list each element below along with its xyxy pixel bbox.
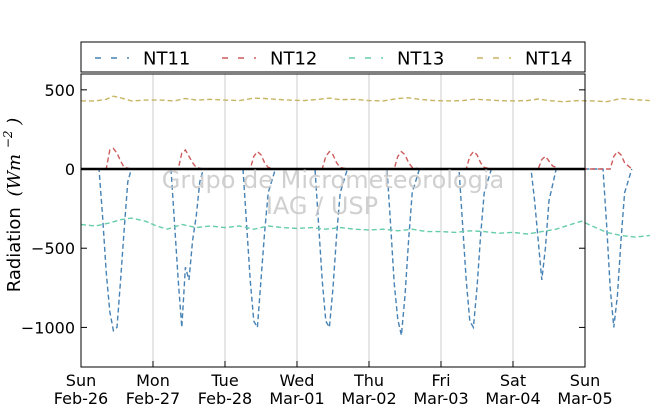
plot-frame [80, 73, 586, 368]
x-tick-weekday: Wed [280, 371, 315, 390]
x-tick-weekday: Fri [431, 371, 450, 390]
x-tick-date: Mar-05 [557, 389, 612, 408]
x-tick-weekday: Tue [210, 371, 238, 390]
legend: NT11 NT12 NT13 NT14 [80, 41, 586, 73]
series-line-nt11 [81, 168, 633, 336]
x-tick-date: Mar-04 [485, 389, 540, 408]
y-axis-ticks: 500 0 −500 −1000 [21, 81, 585, 337]
legend-frame [80, 41, 586, 73]
series-line-nt14 [81, 95, 650, 103]
legend-label: NT13 [397, 49, 444, 70]
watermark-line-2: IAG / USP [266, 192, 378, 220]
watermark-line-1: Grupo de Micrometeorologia [162, 166, 504, 194]
x-tick-date: Feb-28 [198, 389, 252, 408]
legend-item-nt11: NT11 [95, 49, 190, 70]
watermark: Grupo de Micrometeorologia IAG / USP [162, 166, 504, 220]
x-tick-date: Mar-02 [341, 389, 396, 408]
legend-label: NT12 [270, 49, 317, 70]
x-tick-weekday: Sat [500, 371, 526, 390]
vertical-grid [152, 74, 514, 367]
x-tick-date: Feb-26 [54, 389, 108, 408]
y-tick-label: 500 [44, 81, 75, 100]
series-line-nt13 [80, 217, 650, 238]
x-tick-weekday: Mon [136, 371, 170, 390]
x-axis-ticks: SunFeb-26MonFeb-27TueFeb-28WedMar-01ThuM… [54, 361, 613, 408]
y-tick-label: −500 [31, 239, 75, 258]
legend-label: NT11 [143, 49, 190, 70]
x-tick-weekday: Sun [570, 371, 600, 390]
x-tick-date: Feb-27 [126, 389, 180, 408]
x-tick-weekday: Thu [353, 371, 384, 390]
x-tick-date: Mar-03 [413, 389, 468, 408]
legend-label: NT14 [525, 49, 572, 70]
legend-item-nt12: NT12 [222, 49, 317, 70]
x-tick-weekday: Sun [66, 371, 96, 390]
x-tick-date: Mar-01 [269, 389, 324, 408]
y-tick-label: 0 [65, 160, 75, 179]
y-tick-label: −1000 [21, 318, 75, 337]
legend-item-nt13: NT13 [349, 49, 444, 70]
y-axis-label: Radiation (Wm −2 ) [0, 118, 25, 293]
legend-item-nt14: NT14 [477, 49, 572, 70]
